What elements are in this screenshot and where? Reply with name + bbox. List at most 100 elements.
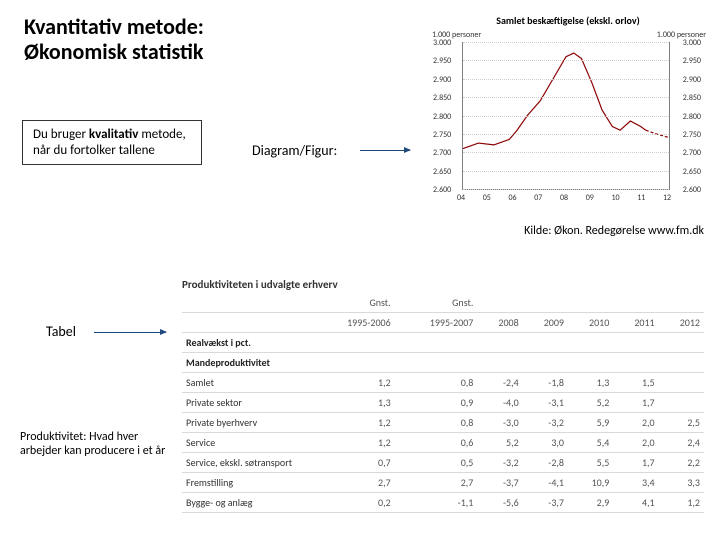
table-cell: [395, 353, 478, 373]
table-cell: -4,0: [477, 393, 522, 413]
callout-box-kvalitativ: Du bruger kvalitativ metode, når du fort…: [22, 120, 202, 165]
table-cell: -3,0: [477, 413, 522, 433]
y-tick-right: 2.850: [683, 93, 701, 103]
table-cell: -1,1: [395, 493, 478, 513]
table-cell: -3,7: [477, 473, 522, 493]
table-cell: 4,1: [613, 493, 658, 513]
table-cell: 2,5: [659, 413, 704, 433]
table-row: Realvækst i pct.: [182, 333, 704, 353]
x-tick: 08: [560, 193, 568, 203]
data-table: Gnst.Gnst.1995-20061995-2007200820092010…: [182, 293, 704, 513]
x-tick: 07: [534, 193, 542, 203]
table-row: Bygge- og anlæg0,2-1,1-5,6-3,72,94,11,2: [182, 493, 704, 513]
title-line2: Økonomisk statistik: [24, 38, 203, 65]
x-tick: 10: [612, 193, 620, 203]
table-row: Private sektor1,30,9-4,0-3,15,21,7: [182, 393, 704, 413]
x-tick: 05: [483, 193, 491, 203]
table-cell: [395, 333, 478, 353]
table-row: Fremstilling2,72,7-3,7-4,110,93,43,3: [182, 473, 704, 493]
table-row: Service1,20,65,23,05,42,02,4: [182, 433, 704, 453]
table-cell: -1,8: [523, 373, 568, 393]
table-cell: 2,0: [613, 413, 658, 433]
y-tick-left: 2.850: [433, 93, 451, 103]
x-tick: 12: [663, 193, 671, 203]
table-header-cell: 2011: [613, 313, 658, 333]
table-cell: Private sektor: [182, 393, 312, 413]
table-cell: -4,1: [523, 473, 568, 493]
title-line1: Kvantitativ metode:: [24, 13, 204, 40]
table-cell: [523, 333, 568, 353]
employment-chart: Samlet beskæftigelse (ekskl. orlov) 1.00…: [428, 12, 708, 212]
table-cell: [312, 353, 395, 373]
x-tick: 09: [586, 193, 594, 203]
table-cell: 2,2: [659, 453, 704, 473]
y-tick-right: 2.750: [683, 130, 701, 140]
table-row: Service, ekskl. søtransport0,70,5-3,2-2,…: [182, 453, 704, 473]
y-tick-left: 2.700: [433, 148, 451, 158]
table-cell: 5,4: [568, 433, 613, 453]
table-cell: 2,7: [395, 473, 478, 493]
table-cell: [568, 353, 613, 373]
y-tick-right: 2.800: [683, 112, 701, 122]
table-cell: [613, 353, 658, 373]
table-cell: -3,7: [523, 493, 568, 513]
table-cell: [523, 353, 568, 373]
y-tick-left: 2.650: [433, 167, 451, 177]
table-header-cell: [182, 293, 312, 313]
table-cell: 1,3: [568, 373, 613, 393]
table-cell: -3,1: [523, 393, 568, 413]
table-cell: -3,2: [477, 453, 522, 473]
table-cell: Service: [182, 433, 312, 453]
table-row: 1995-20061995-200720082009201020112012: [182, 313, 704, 333]
tabel-label: Tabel: [46, 323, 76, 340]
table-cell: [659, 393, 704, 413]
table-cell: -5,6: [477, 493, 522, 513]
x-tick: 04: [457, 193, 465, 203]
table-header-cell: 2009: [523, 313, 568, 333]
y-tick-right: 2.900: [683, 75, 701, 85]
table-header-cell: [523, 293, 568, 313]
chart-plot-area: 2.6002.6002.6502.6502.7002.7002.7502.750…: [462, 42, 670, 190]
y-tick-left: 2.800: [433, 112, 451, 122]
y-tick-right: 2.950: [683, 56, 701, 66]
table-header-cell: 1995-2006: [312, 313, 395, 333]
table-cell: -2,8: [523, 453, 568, 473]
table-header-cell: 2010: [568, 313, 613, 333]
table-cell: [659, 333, 704, 353]
y-tick-left: 2.750: [433, 130, 451, 140]
table-cell: 10,9: [568, 473, 613, 493]
x-tick: 11: [637, 193, 645, 203]
y-tick-left: 2.600: [433, 185, 451, 195]
table-header-cell: 2012: [659, 313, 704, 333]
arrow-to-chart: [360, 150, 410, 151]
table-cell: [659, 373, 704, 393]
y-tick-left: 3.000: [433, 38, 451, 48]
table-cell: 0,9: [395, 393, 478, 413]
table-cell: 0,2: [312, 493, 395, 513]
table-cell: 1,7: [613, 453, 658, 473]
table-cell: 5,2: [477, 433, 522, 453]
table-cell: Service, ekskl. søtransport: [182, 453, 312, 473]
slide-title: Kvantitativ metode: Økonomisk statistik: [24, 14, 204, 65]
arrow-to-table: [94, 332, 166, 333]
source-text: Kilde: Økon. Redegørelse www.fm.dk: [524, 224, 704, 238]
table-cell: -3,2: [523, 413, 568, 433]
table-header-cell: Gnst.: [395, 293, 478, 313]
table-cell: [613, 333, 658, 353]
table-cell: [477, 353, 522, 373]
chart-title: Samlet beskæftigelse (ekskl. orlov): [428, 12, 708, 27]
y-tick-right: 2.700: [683, 148, 701, 158]
table-cell: 2,9: [568, 493, 613, 513]
table-cell: [659, 353, 704, 373]
table-cell: 1,7: [613, 393, 658, 413]
table-cell: 0,7: [312, 453, 395, 473]
table-cell: 5,5: [568, 453, 613, 473]
table-header-cell: 2008: [477, 313, 522, 333]
footnote-produktivitet: Produktivitet: Hvad hver arbejder kan pr…: [20, 430, 170, 459]
table-cell: [312, 333, 395, 353]
table-cell: 3,3: [659, 473, 704, 493]
table-row: Samlet1,20,8-2,4-1,81,31,5: [182, 373, 704, 393]
box1-strong: kvalitativ: [89, 127, 138, 142]
table-header-cell: Gnst.: [312, 293, 395, 313]
y-tick-right: 2.650: [683, 167, 701, 177]
